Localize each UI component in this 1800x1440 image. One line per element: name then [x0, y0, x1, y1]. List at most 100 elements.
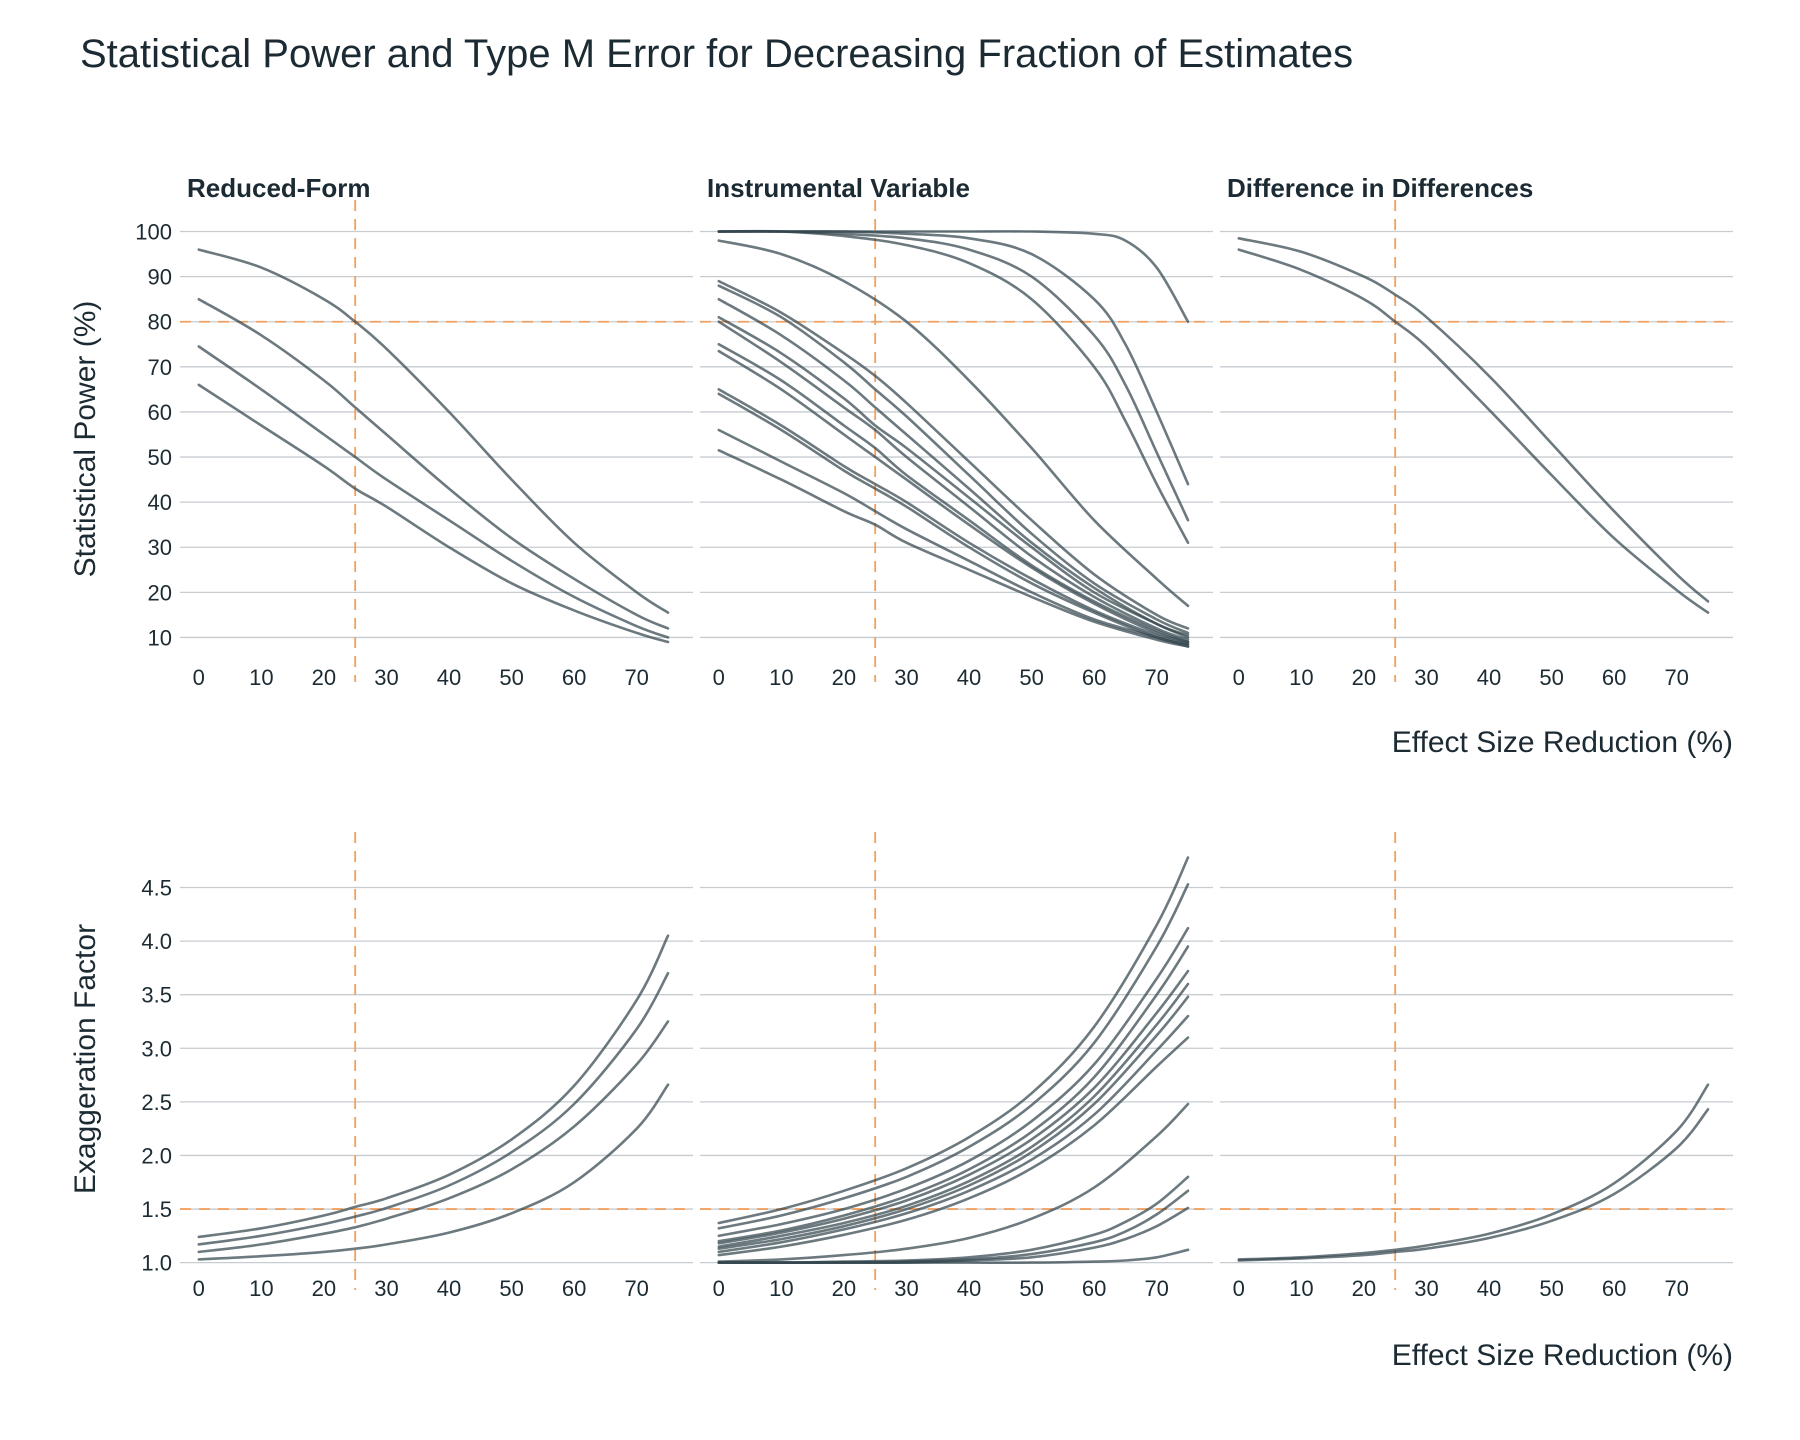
- facet-title: Reduced-Form: [187, 173, 370, 203]
- y-tick-label: 50: [148, 445, 172, 470]
- x-tick-label: 70: [1664, 1276, 1688, 1301]
- series-line: [717, 284, 1190, 635]
- x-tick-label: 30: [894, 665, 918, 690]
- series-line: [1237, 1083, 1710, 1261]
- x-tick-label: 50: [1019, 1276, 1043, 1301]
- series-line: [717, 1036, 1190, 1257]
- chart-title: Statistical Power and Type M Error for D…: [80, 32, 1354, 76]
- x-tick-label: 40: [1477, 665, 1501, 690]
- series-line: [717, 239, 1190, 608]
- x-tick-label: 20: [312, 665, 336, 690]
- power-x-axis-title: Effect Size Reduction (%): [1392, 726, 1733, 759]
- series-line: [1237, 237, 1710, 603]
- x-tick-label: 0: [193, 1276, 205, 1301]
- y-tick-label: 100: [135, 220, 172, 245]
- series-line: [717, 982, 1190, 1248]
- x-tick-label: 60: [1082, 665, 1106, 690]
- x-tick-label: 30: [894, 1276, 918, 1301]
- x-tick-label: 30: [1414, 665, 1438, 690]
- x-tick-label: 70: [624, 1276, 648, 1301]
- y-tick-label: 4.0: [141, 929, 172, 954]
- x-tick-label: 0: [713, 1276, 725, 1301]
- x-tick-label: 10: [1289, 665, 1313, 690]
- exaggeration-panel-1: 1.0 1.5 2.0 2.5 3.0 3.5 4.0 4.5 0 10 20 30 40 50 60 70: [141, 832, 693, 1301]
- y-tick-label: 2.0: [141, 1143, 172, 1168]
- series-line: [717, 995, 1190, 1250]
- x-tick-label: 10: [769, 665, 793, 690]
- series-line: [717, 856, 1190, 1225]
- x-tick-label: 70: [1664, 665, 1688, 690]
- x-tick-label: 70: [624, 665, 648, 690]
- x-tick-label: 30: [374, 665, 398, 690]
- x-tick-label: 0: [1233, 1276, 1245, 1301]
- series-line: [197, 297, 670, 630]
- power-panel-3: Difference in Differences 0 10 20 30 40 50 60 70: [1220, 173, 1733, 690]
- series-line: [717, 392, 1190, 646]
- y-tick-label: 3.5: [141, 983, 172, 1008]
- series-line: [717, 1102, 1190, 1263]
- y-tick-label: 1.5: [141, 1197, 172, 1222]
- x-tick-label: 20: [832, 1276, 856, 1301]
- y-tick-label: 60: [148, 400, 172, 425]
- exaggeration-y-axis-title: Exaggeration Factor: [69, 924, 102, 1194]
- x-tick-label: 0: [193, 665, 205, 690]
- y-tick-label: 3.0: [141, 1036, 172, 1061]
- facet-title: Difference in Differences: [1227, 173, 1533, 203]
- x-tick-label: 70: [1144, 665, 1168, 690]
- series-line: [717, 279, 1190, 630]
- x-tick-label: 10: [769, 1276, 793, 1301]
- series-line: [717, 315, 1190, 639]
- x-tick-label: 20: [1352, 665, 1376, 690]
- series-line: [1237, 1108, 1710, 1262]
- series-line: [717, 388, 1190, 646]
- x-tick-label: 50: [1539, 665, 1563, 690]
- series-line: [717, 297, 1190, 637]
- series-line: [197, 1020, 670, 1254]
- series-line: [197, 1083, 670, 1261]
- series-line: [717, 449, 1190, 648]
- x-tick-label: 60: [1602, 1276, 1626, 1301]
- series-line: [197, 934, 670, 1239]
- x-tick-label: 20: [832, 665, 856, 690]
- power-panel-1: Reduced-Form 10 20 30 40 50 60 70 80 90 100 0 10 20 30…: [135, 173, 693, 690]
- x-tick-label: 50: [499, 1276, 523, 1301]
- series-line: [197, 248, 670, 614]
- x-tick-label: 50: [1019, 665, 1043, 690]
- series-line: [197, 972, 670, 1246]
- x-tick-label: 40: [957, 665, 981, 690]
- y-tick-label: 4.5: [141, 876, 172, 901]
- series-line: [717, 320, 1190, 641]
- series-line: [717, 945, 1190, 1243]
- y-tick-label: 70: [148, 355, 172, 380]
- x-tick-label: 70: [1144, 1276, 1168, 1301]
- series-line: [717, 343, 1190, 644]
- x-tick-label: 60: [562, 1276, 586, 1301]
- x-tick-label: 20: [1352, 1276, 1376, 1301]
- x-tick-label: 30: [374, 1276, 398, 1301]
- series-line: [717, 1248, 1190, 1264]
- x-tick-label: 60: [1602, 665, 1626, 690]
- series-line: [717, 230, 1190, 522]
- series-line: [717, 428, 1190, 648]
- power-y-axis-title: Statistical Power (%): [69, 301, 102, 578]
- series-line: [197, 345, 670, 639]
- x-tick-label: 50: [499, 665, 523, 690]
- series-line: [197, 383, 670, 644]
- y-tick-label: 1.0: [141, 1251, 172, 1276]
- series-line: [1237, 248, 1710, 614]
- x-tick-label: 0: [1233, 665, 1245, 690]
- x-tick-label: 10: [249, 665, 273, 690]
- exaggeration-x-axis-title: Effect Size Reduction (%): [1392, 1339, 1733, 1372]
- x-tick-label: 0: [713, 665, 725, 690]
- x-tick-label: 60: [1082, 1276, 1106, 1301]
- x-tick-label: 40: [437, 665, 461, 690]
- series-line: [717, 1175, 1190, 1264]
- y-tick-label: 30: [148, 535, 172, 560]
- x-tick-label: 60: [562, 665, 586, 690]
- y-tick-label: 80: [148, 310, 172, 335]
- x-tick-label: 40: [957, 1276, 981, 1301]
- x-tick-label: 10: [1289, 1276, 1313, 1301]
- x-tick-label: 10: [249, 1276, 273, 1301]
- x-tick-label: 30: [1414, 1276, 1438, 1301]
